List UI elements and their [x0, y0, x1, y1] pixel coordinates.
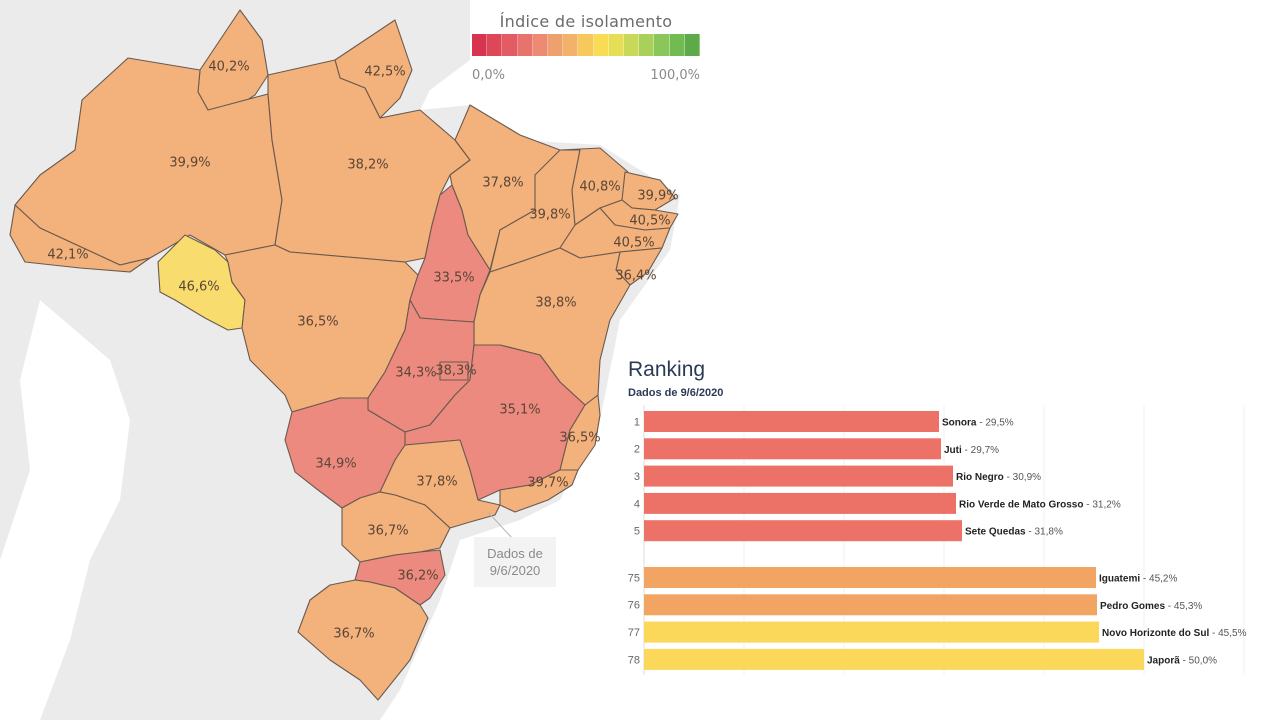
state-label-al: 36,4%	[615, 269, 656, 284]
ranking-bar[interactable]	[644, 648, 1144, 670]
ranking-position: 5	[634, 526, 640, 538]
state-label-df: 38,3%	[435, 364, 476, 379]
legend-swatch	[639, 34, 655, 56]
legend-swatch	[669, 34, 685, 56]
state-label-rs: 36,7%	[333, 627, 374, 642]
legend-swatch	[502, 34, 518, 56]
state-label-to: 33,5%	[433, 271, 474, 286]
state-mg[interactable]	[404, 344, 586, 501]
legend: Índice de isolamento 0,0% 100,0%	[472, 12, 702, 83]
ranking-bar[interactable]	[644, 465, 953, 487]
ranking-label: Sonora - 29,5%	[942, 417, 1014, 428]
ranking-label: Juti - 29,7%	[944, 444, 999, 455]
ranking-label: Pedro Gomes - 45,3%	[1100, 600, 1202, 611]
state-label-ap: 42,5%	[364, 65, 405, 80]
state-df[interactable]	[439, 361, 469, 381]
ranking-bar[interactable]	[644, 520, 962, 542]
state-label-ro: 46,6%	[178, 280, 219, 295]
state-label-pi: 39,8%	[529, 208, 570, 223]
ranking-bar[interactable]	[644, 438, 941, 460]
legend-max-label: 100,0%	[650, 68, 700, 83]
ranking-position: 77	[628, 627, 640, 639]
legend-swatch	[472, 34, 488, 56]
date-note-line1: Dados de	[487, 546, 543, 561]
ranking-bar[interactable]	[644, 621, 1099, 643]
state-label-am: 39,9%	[169, 156, 210, 171]
ranking-label: Rio Verde de Mato Grosso - 31,2%	[959, 499, 1121, 510]
state-es[interactable]	[559, 394, 601, 471]
legend-swatch	[624, 34, 640, 56]
state-label-ms: 34,9%	[315, 457, 356, 472]
ranking-bar[interactable]	[644, 411, 939, 432]
ranking-label: Novo Horizonte do Sul - 45,5%	[1102, 628, 1247, 639]
state-label-pr: 36,7%	[367, 524, 408, 539]
ranking-position: 78	[628, 654, 640, 666]
state-rs[interactable]	[297, 579, 429, 701]
ranking-label: Rio Negro - 30,9%	[956, 472, 1041, 483]
legend-swatch	[517, 34, 533, 56]
ranking-position: 75	[628, 572, 640, 584]
state-label-rj: 39,7%	[527, 476, 568, 491]
legend-swatch	[684, 34, 701, 56]
state-label-ma: 37,8%	[482, 176, 523, 191]
date-note-line2: 9/6/2020	[489, 563, 541, 578]
legend-swatch	[548, 34, 564, 56]
ranking-bar[interactable]	[644, 492, 956, 514]
ranking-label: Iguatemi - 45,2%	[1099, 573, 1177, 584]
state-label-pe: 40,5%	[613, 236, 654, 251]
ranking-label: Japorã - 50,0%	[1147, 655, 1217, 666]
ranking-bar[interactable]	[644, 594, 1097, 616]
legend-swatch	[487, 34, 503, 56]
background-ocean-cut	[0, 300, 130, 720]
legend-swatch	[654, 34, 670, 56]
legend-swatch	[593, 34, 609, 56]
state-label-pb: 40,5%	[629, 214, 670, 229]
legend-swatch	[608, 34, 625, 56]
ranking-subtitle: Dados de 9/6/2020	[628, 387, 724, 399]
ranking-position: 76	[628, 600, 640, 612]
legend-swatch	[563, 34, 579, 56]
legend-title: Índice de isolamento	[499, 12, 673, 31]
legend-swatch	[578, 34, 594, 56]
state-label-go: 34,3%	[395, 366, 436, 381]
state-label-ac: 42,1%	[47, 248, 88, 263]
ranking-position: 4	[634, 498, 640, 510]
state-pr[interactable]	[341, 491, 451, 563]
state-ac[interactable]	[9, 204, 151, 273]
brazil-map: 40,2% 42,5% 39,9% 38,2% 42,1% 46,6% 36,5% 33,5%…	[0, 0, 680, 720]
ranking-position: 1	[634, 416, 640, 428]
note-pointer	[487, 511, 513, 539]
ranking-bar[interactable]	[644, 567, 1096, 588]
state-label-es: 36,5%	[559, 431, 600, 446]
state-label-rn: 39,9%	[637, 189, 678, 204]
state-label-rr: 40,2%	[208, 60, 249, 75]
state-rj[interactable]	[499, 469, 579, 513]
state-label-pa: 38,2%	[347, 158, 388, 173]
ranking-label: Sete Quedas - 31,8%	[965, 526, 1063, 537]
state-label-mg: 35,1%	[499, 403, 540, 418]
state-label-mt: 36,5%	[297, 315, 338, 330]
legend-min-label: 0,0%	[472, 68, 506, 83]
legend-swatch	[532, 34, 549, 56]
state-label-ba: 38,8%	[535, 296, 576, 311]
ranking-title: Ranking	[628, 358, 706, 381]
state-label-sc: 36,2%	[397, 569, 438, 584]
date-note: Dados de 9/6/2020	[474, 537, 556, 587]
legend-color-scale	[472, 34, 701, 56]
ranking-position: 2	[634, 444, 640, 456]
state-label-ce: 40,8%	[579, 180, 620, 195]
state-label-sp: 37,8%	[416, 475, 457, 490]
ranking-chart: 1 Sonora - 29,5% 2 Juti - 29,7% 3 Rio Negro -…	[628, 405, 1247, 675]
ranking-position: 3	[634, 471, 640, 483]
